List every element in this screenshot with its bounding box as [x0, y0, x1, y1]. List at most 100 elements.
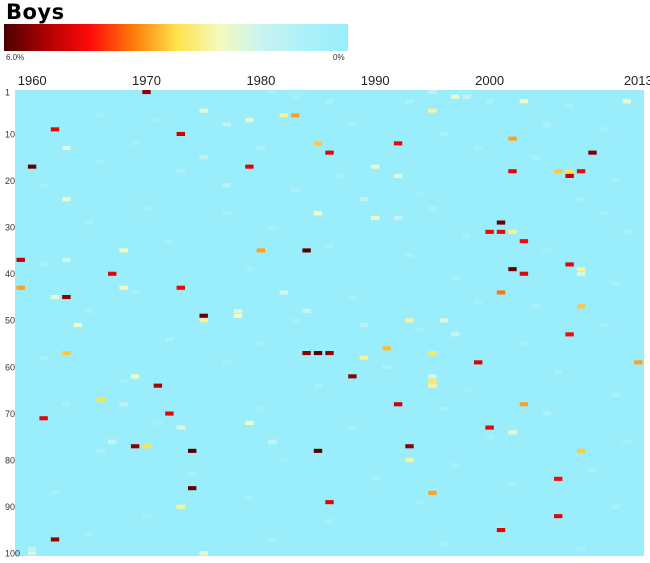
heatmap-cell	[405, 318, 414, 323]
heatmap-cell	[348, 295, 357, 300]
heatmap-cell	[428, 351, 437, 356]
heatmap-cell	[279, 113, 288, 118]
heatmap-cell	[428, 490, 437, 495]
heatmap-cell	[599, 127, 609, 132]
y-tick-label: 40	[5, 269, 15, 279]
heatmap-cell	[485, 99, 494, 104]
heatmap-cell	[439, 406, 448, 411]
heatmap-cell	[393, 215, 403, 220]
heatmap-cell	[599, 323, 609, 328]
heatmap-cell	[291, 113, 300, 118]
heatmap-cell	[233, 313, 243, 318]
heatmap-cell	[565, 169, 574, 174]
heatmap-background	[15, 90, 644, 556]
heatmap-cell	[108, 271, 117, 276]
heatmap-cell	[336, 173, 346, 178]
heatmap-cell	[302, 351, 311, 356]
y-tick-label: 30	[5, 223, 15, 233]
heatmap-cell	[382, 346, 391, 351]
y-tick-label: 10	[5, 129, 15, 139]
heatmap-cell	[176, 131, 185, 136]
heatmap-cell	[325, 243, 334, 248]
heatmap-cell	[142, 90, 151, 95]
heatmap-cell	[359, 355, 368, 360]
heatmap-cell	[496, 290, 506, 295]
heatmap-cell	[588, 467, 597, 472]
heatmap-cell	[565, 173, 574, 178]
y-tick-label: 1	[5, 87, 10, 97]
heatmap-cell	[496, 528, 506, 533]
heatmap-cell	[153, 420, 163, 425]
heatmap-cell	[245, 164, 254, 169]
heatmap-cell	[599, 211, 609, 216]
heatmap-cell	[439, 131, 448, 136]
heatmap-cell	[27, 551, 37, 556]
heatmap-cell	[393, 402, 403, 407]
legend-max-label: 0%	[333, 53, 345, 62]
heatmap-cell	[428, 383, 437, 388]
heatmap-cell	[439, 542, 448, 547]
chart-title: Boys	[6, 0, 65, 24]
heatmap-cell	[119, 285, 128, 290]
heatmap-cell	[576, 448, 586, 453]
heatmap-cell	[245, 118, 254, 123]
heatmap-cell	[130, 290, 140, 295]
heatmap-cell	[62, 351, 71, 356]
y-tick-label: 100	[5, 549, 20, 559]
heatmap-cell	[565, 332, 574, 337]
heatmap-cell	[268, 225, 277, 230]
heatmap-cell	[27, 164, 37, 169]
heatmap-cell	[62, 402, 71, 407]
heatmap-cell	[302, 248, 311, 253]
heatmap-cell	[176, 285, 185, 290]
heatmap-cell	[485, 425, 494, 430]
x-tick-label: 1980	[246, 73, 275, 88]
heatmap-cell	[519, 239, 529, 244]
heatmap-cell	[313, 141, 323, 146]
heatmap-cell	[50, 490, 60, 495]
heatmap-cell	[451, 276, 460, 281]
heatmap-cell	[393, 141, 403, 146]
heatmap-cell	[62, 257, 71, 262]
heatmap-cell	[325, 518, 334, 523]
x-tick-label: 1970	[132, 73, 161, 88]
heatmap-cell	[611, 281, 620, 286]
heatmap-cell	[313, 383, 323, 388]
heatmap-cell	[291, 187, 300, 192]
heatmap-cell	[85, 220, 94, 225]
heatmap-cell	[222, 122, 231, 127]
heatmap-cell	[416, 500, 426, 505]
heatmap-cell	[451, 94, 460, 99]
heatmap-cell	[291, 94, 300, 99]
heatmap-cell	[268, 439, 277, 444]
heatmap-cell	[416, 327, 426, 332]
heatmap-cell	[371, 215, 380, 220]
heatmap-cell	[554, 476, 563, 481]
heatmap-cell	[496, 229, 506, 234]
heatmap-cell	[428, 378, 437, 383]
heatmap-cell	[508, 430, 517, 435]
heatmap-cell	[622, 229, 631, 234]
heatmap-cell	[313, 448, 323, 453]
heatmap-cell	[588, 150, 597, 155]
heatmap-cell	[142, 514, 151, 519]
heatmap-cell	[119, 378, 128, 383]
heatmap-cell	[474, 145, 483, 150]
heatmap-cell	[611, 392, 620, 397]
heatmap-cell	[576, 169, 586, 174]
heatmap-cell	[222, 211, 231, 216]
heatmap-cell	[405, 253, 414, 258]
heatmap-cell	[39, 183, 48, 188]
heatmap-cell	[485, 229, 494, 234]
heatmap-cell	[405, 444, 414, 449]
heatmap-cell	[142, 206, 151, 211]
x-tick-label: 2013	[624, 73, 650, 88]
heatmap-cell	[256, 248, 266, 253]
y-tick-label: 50	[5, 316, 15, 326]
heatmap-cell	[576, 267, 586, 272]
heatmap-cell	[496, 220, 506, 225]
heatmap-cell	[188, 448, 197, 453]
heatmap-cell	[27, 546, 37, 551]
heatmap-cell	[428, 90, 437, 95]
heatmap-cell	[50, 295, 60, 300]
